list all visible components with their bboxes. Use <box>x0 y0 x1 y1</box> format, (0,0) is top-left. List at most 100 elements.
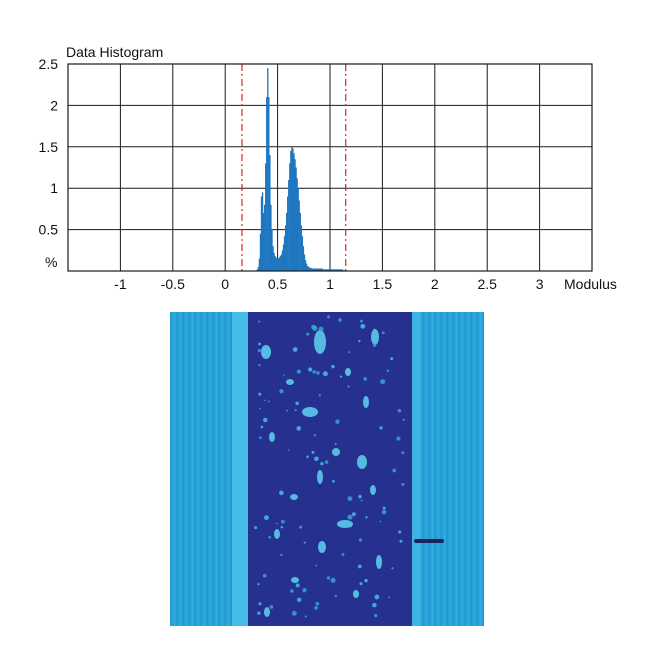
histogram-bar <box>327 269 330 271</box>
map-particle <box>258 436 262 439</box>
x-tick-label: 0.5 <box>268 276 288 292</box>
histogram-bar <box>313 268 315 271</box>
map-particle <box>280 525 284 529</box>
y-tick-label: 2.5 <box>39 56 59 72</box>
map-particle <box>348 351 351 354</box>
x-tick-labels: -1 -0.5 0 0.5 1 1.5 2 2.5 3 <box>114 276 544 292</box>
histogram-bar <box>320 268 322 271</box>
map-particle <box>382 506 386 510</box>
histogram-bar <box>265 163 267 271</box>
map-particle <box>306 332 310 336</box>
map-particle <box>372 343 377 347</box>
map-particle <box>288 449 290 451</box>
map-particle <box>295 401 299 406</box>
histogram-bar <box>318 268 320 271</box>
map-particle <box>296 369 301 374</box>
histogram-bar <box>263 204 266 271</box>
histogram-bar <box>311 268 313 271</box>
map-particle <box>292 347 298 352</box>
y-tick-labels: 0.5 1 1.5 2 2.5 <box>39 56 59 238</box>
map-particle <box>315 601 320 606</box>
x-tick-label: 1.5 <box>373 276 393 292</box>
map-particle <box>306 455 309 459</box>
map-particle <box>324 460 329 464</box>
map-particle <box>357 455 367 469</box>
map-particle <box>269 605 274 609</box>
map-particle <box>401 451 405 455</box>
histogram-bar <box>301 236 304 271</box>
map-particle <box>303 541 306 544</box>
map-particle <box>280 553 283 556</box>
map-particle <box>254 526 258 530</box>
histogram-chart: Data Histogram 0.5 1 1.5 2 2.5 -1 -0.5 0 0.5 1 1.… <box>39 44 617 292</box>
histogram-bar <box>304 260 307 271</box>
map-particle <box>399 539 403 543</box>
histogram-bar <box>322 269 325 271</box>
histogram-bar <box>297 188 299 271</box>
map-particle <box>330 577 336 583</box>
map-particle <box>317 470 323 484</box>
map-particle <box>363 377 367 381</box>
histogram-bar <box>266 97 268 272</box>
map-particle <box>331 364 335 369</box>
map-particle <box>341 553 345 557</box>
map-particle <box>332 479 335 483</box>
histogram-bar <box>257 266 260 271</box>
histogram-bar <box>281 250 284 271</box>
histogram-bar <box>305 263 308 271</box>
histogram-bar <box>283 236 286 271</box>
map-particle <box>311 450 315 454</box>
map-particle <box>279 389 284 394</box>
histogram-bar <box>302 246 305 271</box>
histogram-bar <box>338 269 341 271</box>
map-particle <box>360 323 366 329</box>
histogram-bar <box>279 256 282 271</box>
histogram-bar <box>267 68 269 271</box>
histogram-bar <box>306 266 309 271</box>
y-tick-label: 1 <box>50 180 58 196</box>
map-particle <box>386 369 390 372</box>
histogram-bar <box>299 213 301 271</box>
histogram-bar <box>262 213 265 271</box>
histogram-bar <box>323 269 326 271</box>
map-particle <box>260 425 264 429</box>
map-particle <box>388 596 391 599</box>
histogram-bar <box>288 179 290 271</box>
threshold-markers <box>241 64 347 271</box>
map-particle <box>268 535 272 539</box>
map-particle <box>360 319 363 323</box>
map-particle <box>347 514 353 520</box>
histogram-bar <box>258 258 261 271</box>
histogram-bar <box>319 268 321 271</box>
map-particle <box>316 371 320 375</box>
histogram-bar <box>310 267 312 271</box>
map-particle <box>402 418 405 421</box>
modulus-map-image <box>170 312 484 626</box>
map-particle <box>390 357 394 361</box>
map-particle <box>358 538 363 542</box>
histogram-bar <box>261 192 264 271</box>
map-particle <box>294 408 297 412</box>
map-particle <box>314 606 318 610</box>
map-particle <box>318 326 324 332</box>
map-particle <box>358 494 362 499</box>
histogram-bar <box>293 153 295 271</box>
map-particle <box>312 370 316 374</box>
map-particle <box>374 613 378 618</box>
map-particle <box>326 315 331 319</box>
histogram-bar <box>287 196 289 271</box>
map-particle <box>308 367 313 372</box>
histogram-bar <box>328 269 331 271</box>
histogram-bar <box>282 244 285 271</box>
map-particle <box>263 417 268 423</box>
histogram-bar <box>290 150 292 271</box>
map-particle <box>345 368 351 376</box>
map-particle <box>381 509 387 515</box>
map-particle <box>279 490 284 496</box>
map-particle <box>401 482 405 486</box>
map-particle <box>332 448 340 456</box>
histogram-bar <box>316 268 318 271</box>
histogram-bar <box>274 256 276 271</box>
y-tick-label: 0.5 <box>39 222 59 238</box>
map-particle <box>264 515 269 521</box>
